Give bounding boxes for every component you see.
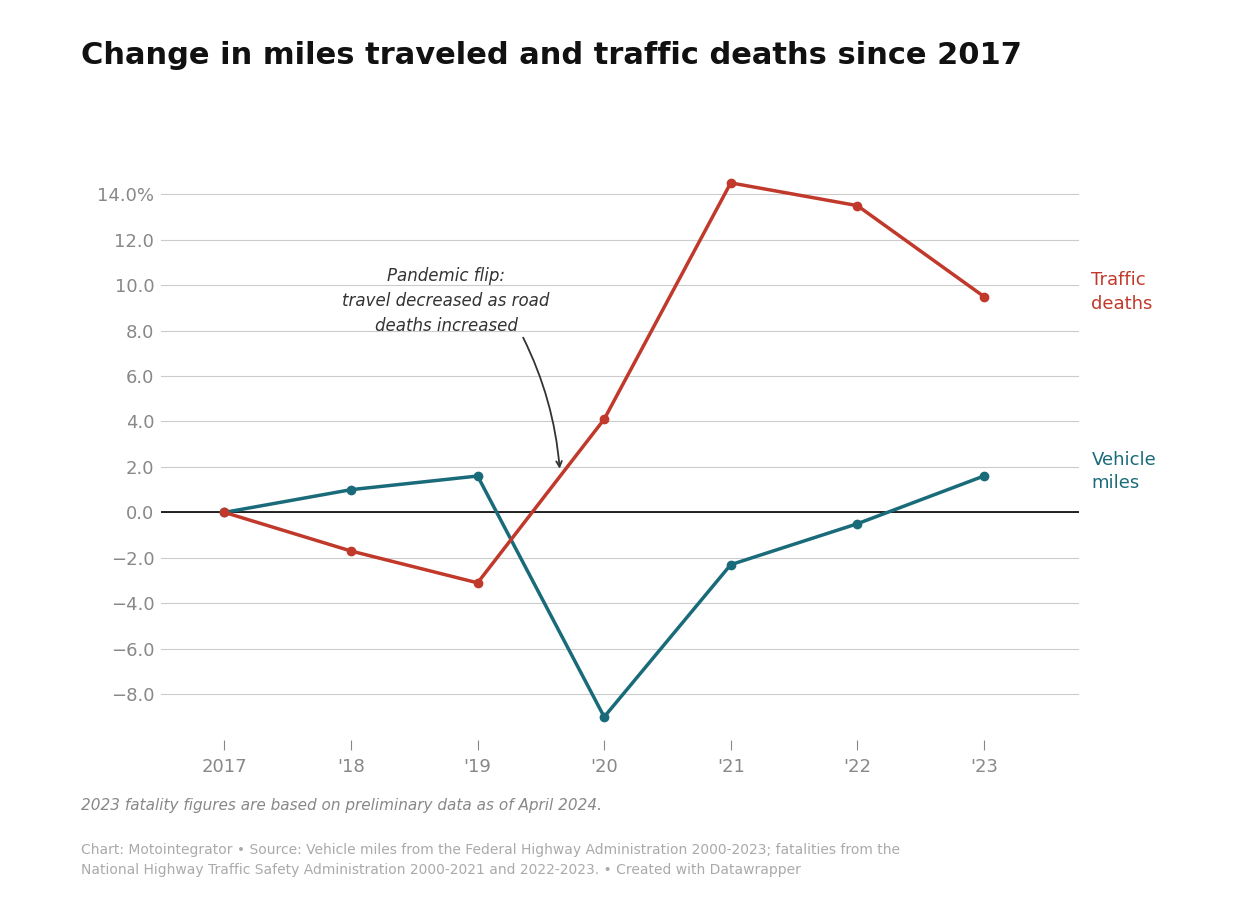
Text: 2023 fatality figures are based on preliminary data as of April 2024.: 2023 fatality figures are based on preli… — [81, 798, 601, 814]
Text: Change in miles traveled and traffic deaths since 2017: Change in miles traveled and traffic dea… — [81, 41, 1022, 69]
Text: Chart: Motointegrator • Source: Vehicle miles from the Federal Highway Administr: Chart: Motointegrator • Source: Vehicle … — [81, 843, 899, 877]
Text: Traffic
deaths: Traffic deaths — [1091, 272, 1153, 313]
Text: Pandemic flip:
travel decreased as road
deaths increased: Pandemic flip: travel decreased as road … — [342, 267, 549, 335]
Text: Vehicle
miles: Vehicle miles — [1091, 451, 1156, 492]
